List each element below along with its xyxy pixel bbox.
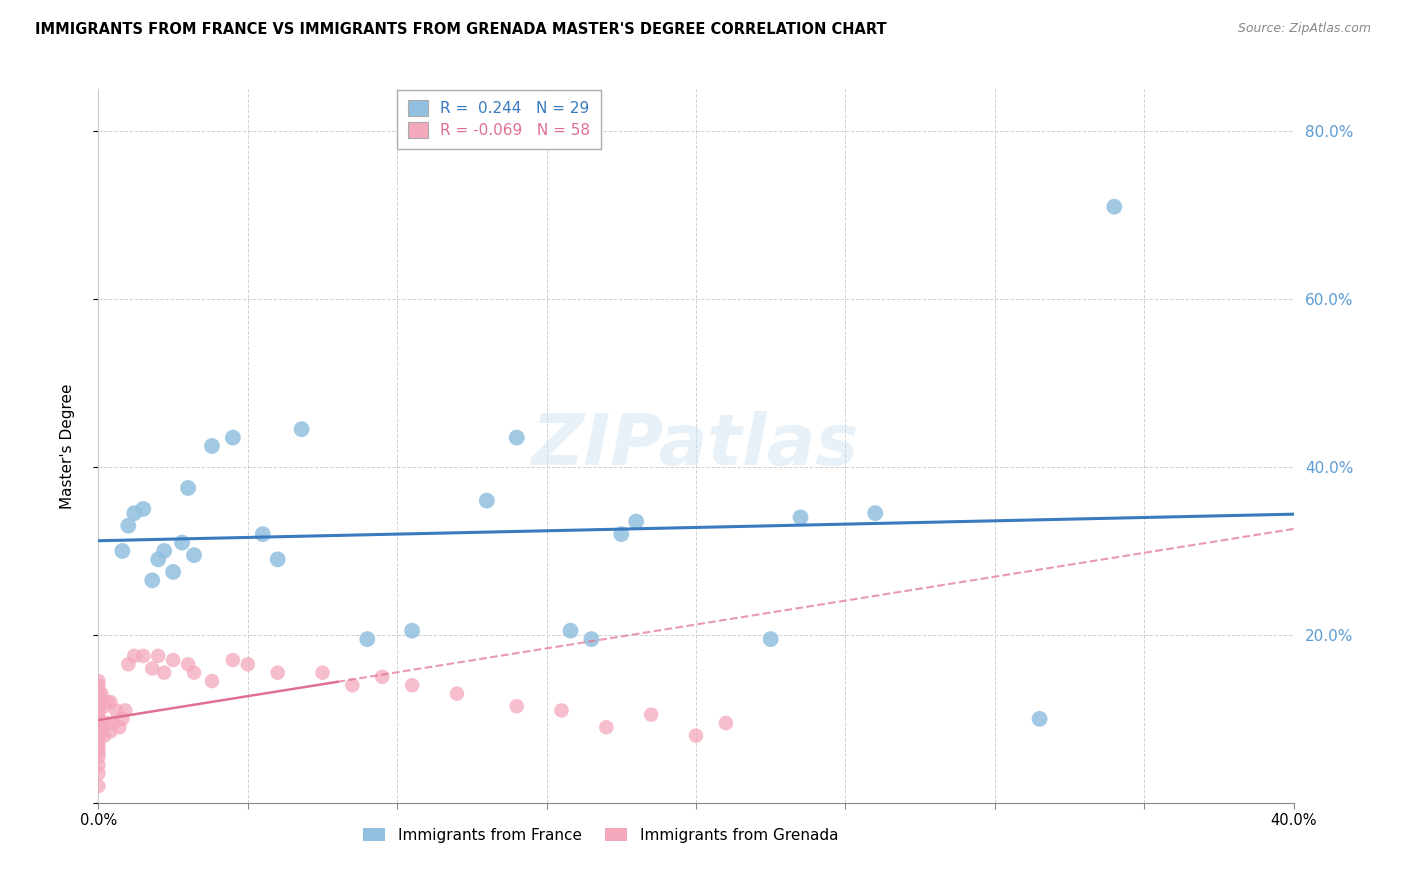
Point <box>87 720 110 734</box>
Point <box>1104 200 1126 214</box>
Point <box>87 703 110 717</box>
Point <box>117 657 139 672</box>
Point <box>124 648 146 663</box>
Point <box>626 515 648 529</box>
Point <box>87 687 110 701</box>
Point <box>222 653 245 667</box>
Point <box>267 552 290 566</box>
Point <box>789 510 811 524</box>
Point <box>201 674 224 689</box>
Point <box>252 527 274 541</box>
Point <box>148 552 170 566</box>
Point <box>550 703 572 717</box>
Point <box>865 506 887 520</box>
Point <box>87 749 110 764</box>
Point <box>177 657 200 672</box>
Point <box>177 481 200 495</box>
Point <box>222 431 245 445</box>
Point <box>162 565 184 579</box>
Point <box>162 653 184 667</box>
Point <box>87 746 110 760</box>
Point <box>87 737 110 751</box>
Point <box>87 678 110 692</box>
Point <box>114 703 136 717</box>
Point <box>291 422 314 436</box>
Point <box>111 544 134 558</box>
Point <box>148 648 170 663</box>
Point <box>141 661 163 675</box>
Point <box>153 665 176 680</box>
Point <box>267 665 290 680</box>
Y-axis label: Master's Degree: Master's Degree <box>60 384 75 508</box>
Point <box>87 674 110 689</box>
Point <box>93 699 115 714</box>
Point <box>98 695 122 709</box>
Point <box>87 758 110 772</box>
Point <box>90 687 112 701</box>
Point <box>714 716 737 731</box>
Point <box>87 729 110 743</box>
Point <box>87 741 110 756</box>
Point <box>87 779 110 793</box>
Point <box>560 624 582 638</box>
Point <box>87 699 110 714</box>
Point <box>87 716 110 731</box>
Point <box>87 707 110 722</box>
Point <box>311 665 333 680</box>
Point <box>172 535 194 549</box>
Point <box>96 716 118 731</box>
Point <box>640 707 662 722</box>
Point <box>132 648 155 663</box>
Point <box>111 712 134 726</box>
Text: IMMIGRANTS FROM FRANCE VS IMMIGRANTS FROM GRENADA MASTER'S DEGREE CORRELATION CH: IMMIGRANTS FROM FRANCE VS IMMIGRANTS FRO… <box>35 22 887 37</box>
Point <box>342 678 364 692</box>
Point <box>117 518 139 533</box>
Point <box>98 724 122 739</box>
Point <box>87 732 110 747</box>
Point <box>87 695 110 709</box>
Point <box>356 632 378 646</box>
Point <box>506 431 529 445</box>
Point <box>371 670 394 684</box>
Legend: Immigrants from France, Immigrants from Grenada: Immigrants from France, Immigrants from … <box>356 822 845 848</box>
Point <box>87 766 110 780</box>
Point <box>96 695 118 709</box>
Point <box>108 720 131 734</box>
Point <box>759 632 782 646</box>
Point <box>153 544 176 558</box>
Point <box>105 703 128 717</box>
Point <box>1028 712 1050 726</box>
Point <box>446 687 468 701</box>
Point <box>183 665 205 680</box>
Point <box>610 527 633 541</box>
Point <box>183 548 205 562</box>
Point <box>581 632 603 646</box>
Point <box>506 699 529 714</box>
Point <box>236 657 259 672</box>
Text: Source: ZipAtlas.com: Source: ZipAtlas.com <box>1237 22 1371 36</box>
Point <box>141 574 163 588</box>
Point <box>201 439 224 453</box>
Point <box>87 682 110 697</box>
Point <box>90 720 112 734</box>
Point <box>685 729 707 743</box>
Point <box>401 624 423 638</box>
Point <box>475 493 498 508</box>
Point <box>124 506 146 520</box>
Point <box>103 716 125 731</box>
Point <box>132 502 155 516</box>
Point <box>87 712 110 726</box>
Point <box>93 729 115 743</box>
Point <box>595 720 617 734</box>
Point <box>401 678 423 692</box>
Text: ZIPatlas: ZIPatlas <box>533 411 859 481</box>
